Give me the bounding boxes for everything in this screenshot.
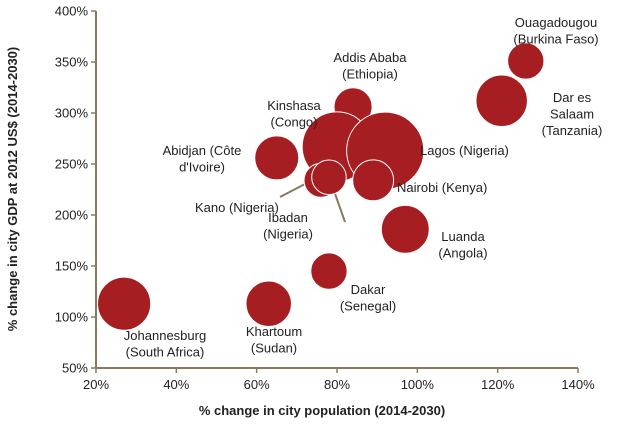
point-label-line: Nairobi (Kenya) — [397, 180, 487, 195]
point-label-line: (Nigeria) — [263, 227, 313, 242]
point-label: Lagos (Nigeria) — [420, 143, 509, 158]
point-label: Luanda (Angola) — [438, 229, 487, 261]
point-label: Abidjan (Côte d'Ivoire) — [163, 143, 242, 175]
point-label-line: (Sudan) — [251, 341, 297, 356]
point-label: Johannesburg (South Africa) — [124, 328, 206, 360]
y-tick-label: 200% — [55, 208, 89, 223]
x-tick-label: 100% — [401, 377, 435, 392]
point-label-line: Ibadan — [268, 210, 308, 225]
data-point — [311, 159, 347, 196]
y-tick-label: 300% — [55, 106, 89, 121]
point-label-line: (Ethiopia) — [342, 67, 398, 82]
point-label: Ouagadougou (Burkina Faso) — [513, 15, 598, 47]
point-label-line: Salaam — [550, 107, 594, 122]
x-tick-label: 120% — [481, 377, 515, 392]
point-label: Addis Ababa (Ethiopia) — [333, 50, 407, 82]
point-label: Kano (Nigeria) — [195, 200, 279, 215]
point-label: Kinshasa (Congo) — [267, 98, 321, 130]
x-tick-label: 60% — [244, 377, 270, 392]
point-label: Dar es Salaam (Tanzania) — [542, 90, 603, 138]
point-label-line: Dakar — [351, 282, 386, 297]
x-tick-label: 80% — [324, 377, 350, 392]
x-tick-label: 140% — [561, 377, 595, 392]
point-label-line: Kinshasa — [267, 98, 321, 113]
point-label-line: Ouagadougou — [515, 15, 597, 30]
y-tick-label: 100% — [55, 310, 89, 325]
point-label-line: Johannesburg — [124, 328, 206, 343]
y-axis-title: % change in city GDP at 2012 US$ (2014-2… — [5, 47, 20, 331]
point-label: Nairobi (Kenya) — [397, 180, 487, 195]
data-point — [254, 135, 300, 181]
data-points — [97, 42, 545, 331]
point-label-line: Kano (Nigeria) — [195, 200, 279, 215]
x-tick-label: 20% — [83, 377, 109, 392]
y-tick-label: 50% — [62, 361, 88, 376]
point-label-line: (South Africa) — [126, 345, 205, 360]
y-axis-ticks: 50% 100% 150% 200% 250% 300% 350% 400% — [55, 4, 96, 376]
point-label: Dakar (Senegal) — [340, 282, 396, 314]
data-point — [507, 42, 545, 80]
data-point — [97, 276, 152, 331]
point-label-line: (Burkina Faso) — [513, 32, 598, 47]
y-tick-label: 400% — [55, 4, 89, 19]
point-labels: Ouagadougou (Burkina Faso) Addis Ababa (Eth… — [124, 15, 603, 360]
point-label-line: (Tanzania) — [542, 123, 603, 138]
x-tick-label: 40% — [163, 377, 189, 392]
kano-leader-line — [279, 183, 306, 198]
point-label-line: d'Ivoire) — [179, 160, 225, 175]
point-label-line: Dar es — [553, 90, 592, 105]
point-label-line: (Angola) — [438, 246, 487, 261]
data-point — [310, 252, 348, 290]
x-axis-ticks: 20% 40% 60% 80% 100% 120% 140% — [83, 368, 595, 392]
point-label-line: Addis Ababa — [333, 50, 407, 65]
point-label-line: Khartoum — [246, 324, 302, 339]
point-label: Khartoum (Sudan) — [246, 324, 302, 356]
y-tick-label: 350% — [55, 55, 89, 70]
point-label: Ibadan (Nigeria) — [263, 210, 313, 242]
data-point — [475, 74, 528, 127]
data-point — [352, 159, 395, 202]
y-tick-label: 250% — [55, 157, 89, 172]
point-label-line: Luanda — [441, 229, 485, 244]
y-tick-label: 150% — [55, 259, 89, 274]
data-point — [245, 280, 292, 328]
point-label-line: (Senegal) — [340, 299, 396, 314]
x-axis-title: % change in city population (2014-2030) — [199, 403, 445, 418]
point-label-line: (Congo) — [271, 115, 318, 130]
data-point — [380, 204, 430, 254]
point-label-line: Abidjan (Côte — [163, 143, 242, 158]
point-label-line: Lagos (Nigeria) — [420, 143, 509, 158]
